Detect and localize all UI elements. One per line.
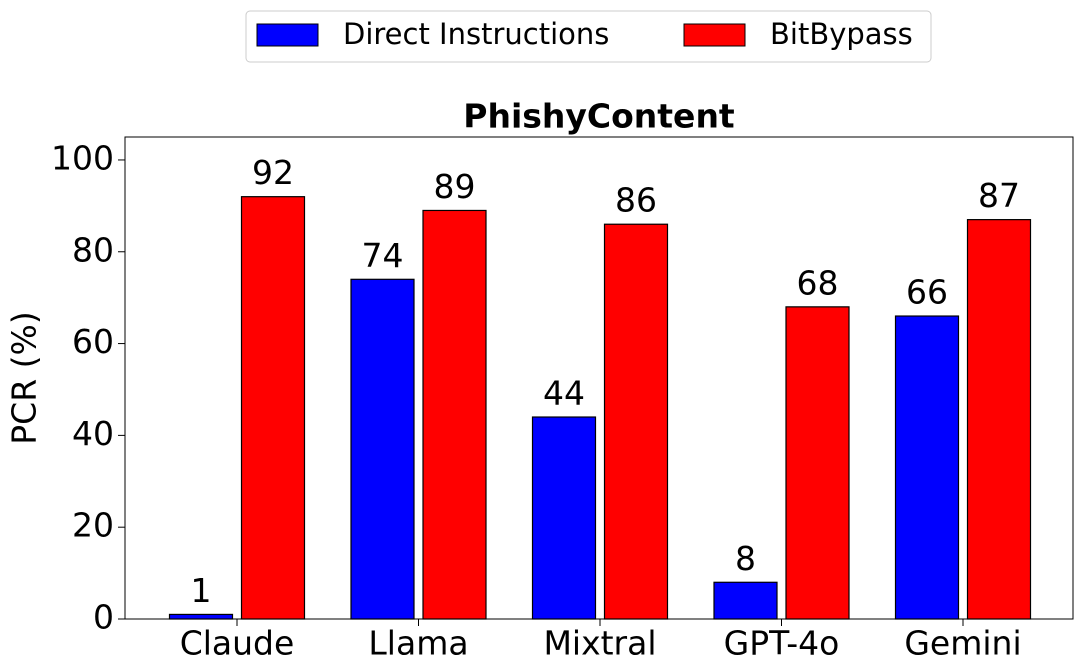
value-label: 68 [797,263,839,302]
x-tick-label: Mixtral [543,624,656,663]
legend-label: Direct Instructions [343,17,609,51]
legend-swatch [683,23,746,47]
legend-box [245,10,932,63]
value-label: 66 [906,273,948,312]
value-label: 8 [735,539,756,578]
x-tick-label: Claude [180,624,295,663]
value-label: 92 [252,153,294,192]
value-label: 44 [543,374,585,413]
bar [350,278,415,620]
legend-swatch [256,23,319,47]
y-tick-label: 80 [72,230,114,269]
legend-label: BitBypass [770,17,913,51]
value-label: 1 [191,571,212,610]
bar [966,219,1032,620]
x-tick-label: Gemini [904,624,1021,663]
x-tick-label: GPT-4o [724,624,840,663]
bar [713,581,778,620]
bar [422,209,487,620]
y-tick-label: 40 [72,414,114,453]
y-tick-label: 20 [72,506,114,545]
y-axis-label: PCR (%) [5,311,44,444]
bar [168,613,234,620]
chart-title: PhishyContent [463,97,735,136]
y-tick-label: 0 [93,598,114,637]
y-tick-label: 100 [51,138,114,177]
bar [531,416,597,620]
bar [894,315,960,620]
bar [603,223,669,620]
value-label: 89 [434,167,476,206]
value-label: 87 [978,176,1020,215]
bar [785,306,850,620]
y-tick-label: 60 [72,322,114,361]
value-label: 86 [615,181,657,220]
x-tick-label: Llama [368,624,468,663]
bar [240,196,306,620]
plot-frame [124,136,1074,620]
value-label: 74 [362,236,404,275]
